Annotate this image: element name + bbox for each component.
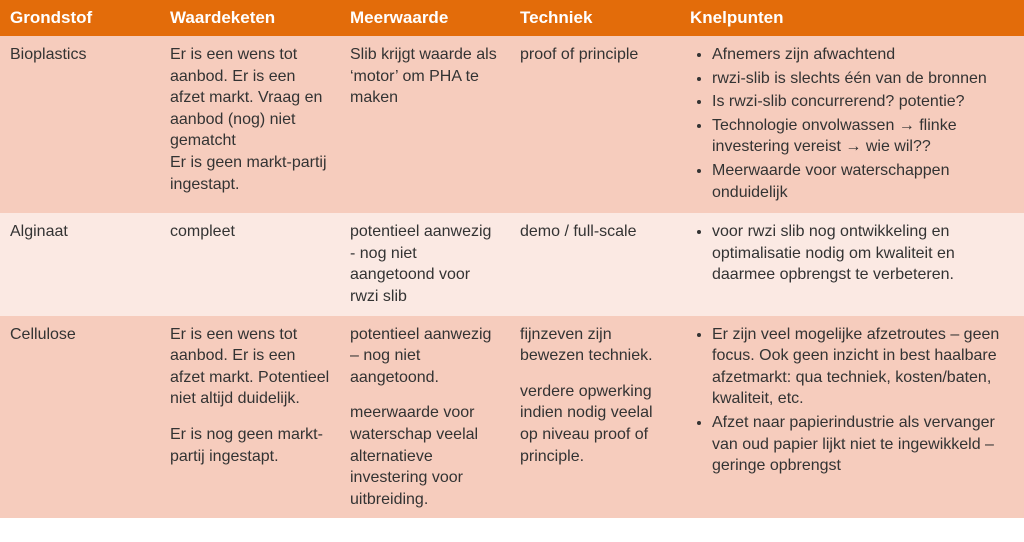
bullet-item: Afnemers zijn afwachtend [712, 44, 1014, 66]
cell-techniek: proof of principle [510, 36, 680, 213]
cell-grondstof: Bioplastics [0, 36, 160, 213]
cell-knelpunten: Er zijn veel mogelijke afzetroutes – gee… [680, 316, 1024, 519]
table-row: Alginaat compleet potentieel aanwezig - … [0, 213, 1024, 315]
para: verdere opwerking indien nodig veelal op… [520, 381, 670, 467]
bullet-item: rwzi-slib is slechts één van de bronnen [712, 68, 1014, 90]
cell-meerwaarde: potentieel aanwezig - nog niet aangetoon… [340, 213, 510, 315]
para: compleet [170, 221, 330, 243]
cell-meerwaarde: Slib krijgt waarde als ‘motor’ om PHA te… [340, 36, 510, 213]
col-grondstof: Grondstof [0, 0, 160, 36]
para: potentieel aanwezig – nog niet aangetoon… [350, 324, 500, 389]
para: proof of principle [520, 44, 670, 66]
cell-knelpunten: voor rwzi slib nog ontwikkeling en optim… [680, 213, 1024, 315]
col-meerwaarde: Meerwaarde [340, 0, 510, 36]
para: fijnzeven zijn bewezen techniek. [520, 324, 670, 367]
cell-waardeketen: Er is een wens tot aanbod. Er is een afz… [160, 36, 340, 213]
para: Er is geen markt-partij ingestapt. [170, 152, 330, 195]
bullet-item: Is rwzi-slib concurrerend? potentie? [712, 91, 1014, 113]
para: Er is nog geen markt-partij ingestapt. [170, 424, 330, 467]
bullet-item: Afzet naar papierindustrie als vervanger… [712, 412, 1014, 477]
cell-meerwaarde: potentieel aanwezig – nog niet aangetoon… [340, 316, 510, 519]
para: meerwaarde voor waterschap veelal altern… [350, 402, 500, 510]
bullet-item: voor rwzi slib nog ontwikkeling en optim… [712, 221, 1014, 286]
col-techniek: Techniek [510, 0, 680, 36]
para: demo / full-scale [520, 221, 670, 243]
table-row: Cellulose Er is een wens tot aanbod. Er … [0, 316, 1024, 519]
bullet-list: Er zijn veel mogelijke afzetroutes – gee… [690, 324, 1014, 477]
raw-materials-table: Grondstof Waardeketen Meerwaarde Technie… [0, 0, 1024, 518]
table-row: Bioplastics Er is een wens tot aanbod. E… [0, 36, 1024, 213]
para: Slib krijgt waarde als ‘motor’ om PHA te… [350, 44, 500, 109]
cell-knelpunten: Afnemers zijn afwachtend rwzi-slib is sl… [680, 36, 1024, 213]
cell-grondstof: Alginaat [0, 213, 160, 315]
cell-waardeketen: compleet [160, 213, 340, 315]
table-header-row: Grondstof Waardeketen Meerwaarde Technie… [0, 0, 1024, 36]
bullet-item: Er zijn veel mogelijke afzetroutes – gee… [712, 324, 1014, 410]
cell-grondstof: Cellulose [0, 316, 160, 519]
para: Er is een wens tot aanbod. Er is een afz… [170, 324, 330, 410]
cell-techniek: fijnzeven zijn bewezen techniek. verdere… [510, 316, 680, 519]
para: Er is een wens tot aanbod. Er is een afz… [170, 44, 330, 152]
cell-waardeketen: Er is een wens tot aanbod. Er is een afz… [160, 316, 340, 519]
cell-techniek: demo / full-scale [510, 213, 680, 315]
para: potentieel aanwezig - nog niet aangetoon… [350, 221, 500, 307]
bullet-list: voor rwzi slib nog ontwikkeling en optim… [690, 221, 1014, 286]
bullet-item: Meerwaarde voor waterschappen onduidelij… [712, 160, 1014, 203]
bullet-item: Technologie onvolwassen → flinke investe… [712, 115, 1014, 158]
bullet-list: Afnemers zijn afwachtend rwzi-slib is sl… [690, 44, 1014, 203]
col-knelpunten: Knelpunten [680, 0, 1024, 36]
col-waardeketen: Waardeketen [160, 0, 340, 36]
